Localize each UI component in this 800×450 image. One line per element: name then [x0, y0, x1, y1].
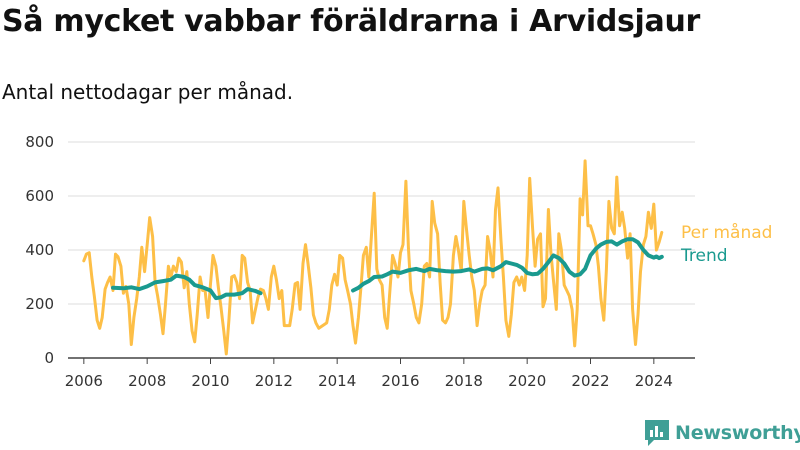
y-tick-label: 400	[25, 241, 54, 259]
x-tick-label: 2008	[128, 372, 166, 390]
chart-title: Så mycket vabbar föräldrarna i Arvidsjau…	[2, 4, 701, 39]
y-axis-ticks: 0 200 400 600 800	[25, 133, 54, 367]
x-axis-ticks: 2006 2008 2010 2012 2014 2016 2018 2020 2022 2024	[65, 358, 673, 390]
x-tick-label: 2022	[571, 372, 609, 390]
x-tick-label: 2006	[65, 372, 103, 390]
brand: Newsworthy	[645, 420, 800, 446]
x-tick-label: 2018	[445, 372, 483, 390]
newsworthy-logo-icon	[645, 420, 669, 446]
series-line-per-manad	[82, 159, 664, 356]
series-line-trend	[111, 273, 263, 301]
y-tick-label: 800	[25, 133, 54, 151]
x-tick-label: 2010	[191, 372, 229, 390]
x-tick-label: 2014	[318, 372, 356, 390]
legend: Per månad Trend	[680, 222, 772, 266]
x-tick-label: 2020	[508, 372, 546, 390]
y-tick-label: 0	[44, 349, 54, 367]
y-tick-label: 600	[25, 187, 54, 205]
legend-label-trend: Trend	[680, 246, 728, 266]
x-tick-label: 2016	[381, 372, 419, 390]
y-tick-label: 200	[25, 295, 54, 313]
x-tick-label: 2024	[635, 372, 673, 390]
x-tick-label: 2012	[255, 372, 293, 390]
chart-subtitle: Antal nettodagar per månad.	[2, 80, 294, 104]
brand-name: Newsworthy	[675, 422, 800, 444]
series-line-trend	[351, 237, 664, 293]
series-lines	[82, 159, 664, 356]
legend-label-per-manad: Per månad	[681, 222, 772, 243]
